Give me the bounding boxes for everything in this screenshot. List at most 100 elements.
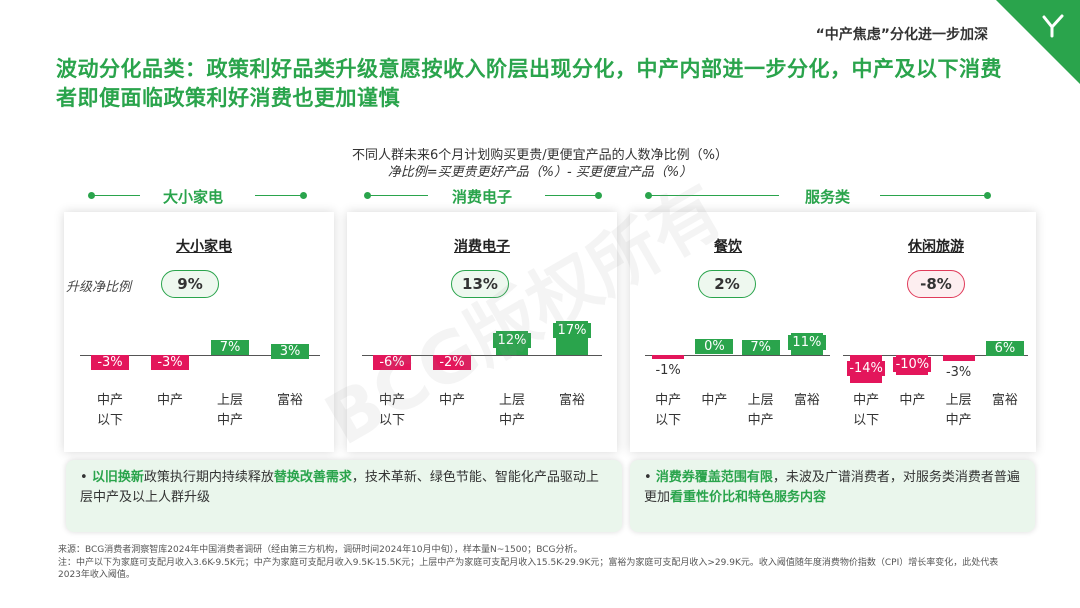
- category-tick-label: 富裕: [991, 393, 1018, 408]
- category-label: 上层 中产: [210, 391, 250, 431]
- corner-logo: [996, 0, 1080, 84]
- bar: [942, 355, 975, 361]
- category-line: [368, 195, 428, 196]
- category-tick-label: 中产: [498, 413, 525, 428]
- bar-chart-appliances: -3% 中产 以下 -3% 中产 7% 上层 中产 3% 富裕: [80, 300, 320, 428]
- note-left-text-1: 政策执行期内持续释放: [143, 470, 274, 485]
- bar-value-label: -3%: [151, 355, 189, 370]
- category-label: 上层 中产: [741, 391, 781, 431]
- panel-services: [630, 212, 1036, 452]
- bar-value-label: 0%: [695, 339, 734, 354]
- category-label: 富裕: [985, 391, 1025, 411]
- category-tick-label: 中产: [747, 413, 774, 428]
- chart-title-leisure-travel: 休闲旅游: [908, 239, 964, 255]
- net-ratio-label: 升级净比例: [66, 280, 132, 295]
- bar-value-label: 7%: [211, 340, 249, 355]
- category-tick-label: 上层: [216, 393, 243, 408]
- category-appliances: 大小家电: [163, 188, 224, 206]
- category-tick-label: 中产: [853, 393, 880, 408]
- net-ratio-pill-dining: 2%: [698, 270, 756, 298]
- category-line-dot: [300, 192, 307, 199]
- category-tick-label: 上层: [945, 393, 972, 408]
- category-label: 中产: [694, 391, 734, 411]
- category-tick-label: 中产: [156, 393, 183, 408]
- category-label: 上层 中产: [939, 391, 979, 431]
- category-label: 中产 以下: [648, 391, 688, 431]
- bar-chart-dining: -1% 中产 以下 0% 中产 7% 上层 中产 11% 富裕: [645, 300, 830, 428]
- chart-subtitle: 不同人群未来6个月计划购买更贵/更便宜产品的人数净比例（%）: [351, 148, 728, 163]
- net-ratio-pill-electronics: 13%: [451, 270, 509, 298]
- category-label: 中产 以下: [372, 391, 412, 431]
- category-tick-label: 中产: [945, 413, 972, 428]
- category-tick-label: 中产: [378, 393, 405, 408]
- category-tick-label: 以下: [96, 413, 123, 428]
- category-line: [649, 195, 779, 196]
- category-tick-label: 以下: [655, 413, 682, 428]
- category-tick-label: 中产: [701, 393, 728, 408]
- bar-value-label: 7%: [741, 340, 780, 355]
- category-label: 中产: [892, 391, 932, 411]
- footer-source: 来源：BCG消费者洞察智库2024年中国消费者调研（经由第三方机构，调研时间20…: [58, 545, 583, 555]
- category-tick-label: 以下: [378, 413, 405, 428]
- category-label: 中产 以下: [846, 391, 886, 431]
- category-label: 中产: [150, 391, 190, 411]
- net-ratio-pill-leisure-travel: -8%: [907, 270, 965, 298]
- axis-line: [843, 355, 1028, 356]
- note-right-text-1: ，未波及广谱消费者，对服务类消费者普遍更加: [644, 470, 1020, 505]
- note-appliances-electronics: • 以旧换新政策执行期内持续释放替换改善需求，技术革新、绿色节能、智能化产品驱动…: [66, 460, 622, 532]
- axis-line: [362, 355, 602, 356]
- note-services: • 消费券覆盖范围有限，未波及广谱消费者，对服务类消费者普遍更加看重性价比和特色…: [630, 460, 1035, 532]
- bar-value-label: -6%: [373, 355, 411, 370]
- category-tick-label: 中产: [438, 393, 465, 408]
- bar-value-label: 6%: [985, 341, 1024, 356]
- category-label: 富裕: [787, 391, 827, 411]
- category-line-dot: [88, 192, 95, 199]
- category-label: 富裕: [552, 391, 592, 411]
- category-label: 富裕: [270, 391, 310, 411]
- note-left-text-2: ，技术革新、绿色节能、智能化产品驱动上层中产及以上人群升级: [80, 470, 599, 505]
- net-ratio-pill-appliances: 9%: [161, 270, 219, 298]
- category-line: [255, 195, 303, 196]
- bar-value-label: 3%: [271, 344, 309, 359]
- category-tick-label: 中产: [216, 413, 243, 428]
- bar-value-label: 11%: [787, 335, 826, 350]
- note-left-bold-2: 替换改善需求: [273, 470, 352, 485]
- category-label: 中产 以下: [90, 391, 130, 431]
- bar-value-label: -2%: [433, 355, 471, 370]
- category-line-dot: [595, 192, 602, 199]
- category-tick-label: 富裕: [558, 393, 585, 408]
- footer-note: 注：中产以下为家庭可支配月收入3.6K-9.5K元；中产为家庭可支配月收入9.5…: [58, 558, 999, 580]
- chart-title-dining: 餐饮: [714, 239, 742, 255]
- page-title: 波动分化品类：政策利好品类升级意愿按收入阶层出现分化，中产内部进一步分化，中产及…: [56, 57, 1002, 110]
- category-line-dot: [364, 192, 371, 199]
- bar-value-label: -3%: [91, 355, 129, 370]
- bar-value-label: -14%: [847, 361, 886, 376]
- chart-title-appliances: 大小家电: [176, 239, 232, 255]
- bar: [652, 355, 685, 359]
- category-line-dot: [984, 192, 991, 199]
- bar-chart-leisure-travel: -14% 中产 以下 -10% 中产 -3% 上层 中产 6% 富裕: [843, 300, 1028, 428]
- note-right-bold-2: 看重性价比和特色服务内容: [670, 490, 827, 505]
- note-left-bold-1: 以旧换新: [91, 470, 144, 485]
- bar-value-label: 12%: [493, 333, 531, 348]
- bar-value-label: -10%: [893, 357, 932, 372]
- category-tick-label: 中产: [899, 393, 926, 408]
- category-tick-label: 富裕: [793, 393, 820, 408]
- category-services: 服务类: [805, 188, 851, 206]
- note-right-bold-1: 消费券覆盖范围有限: [655, 470, 773, 485]
- panel-appliances: [64, 212, 334, 452]
- bar-value-label: -3%: [945, 365, 972, 380]
- category-tick-label: 上层: [747, 393, 774, 408]
- category-tick-label: 上层: [498, 393, 525, 408]
- category-line: [92, 195, 140, 196]
- category-line: [545, 195, 598, 196]
- bar-chart-electronics: -6% 中产 以下 -2% 中产 12% 上层 中产 17% 富裕: [362, 300, 602, 428]
- chart-title-electronics: 消费电子: [454, 239, 510, 255]
- category-line-dot: [645, 192, 652, 199]
- bar-value-label: 17%: [553, 323, 591, 338]
- category-tick-label: 中产: [96, 393, 123, 408]
- category-tick-label: 中产: [655, 393, 682, 408]
- category-label: 中产: [432, 391, 472, 411]
- category-line: [880, 195, 986, 196]
- net-ratio-definition: 净比例=买更贵更好产品（%）- 买更便宜产品（%）: [387, 165, 693, 180]
